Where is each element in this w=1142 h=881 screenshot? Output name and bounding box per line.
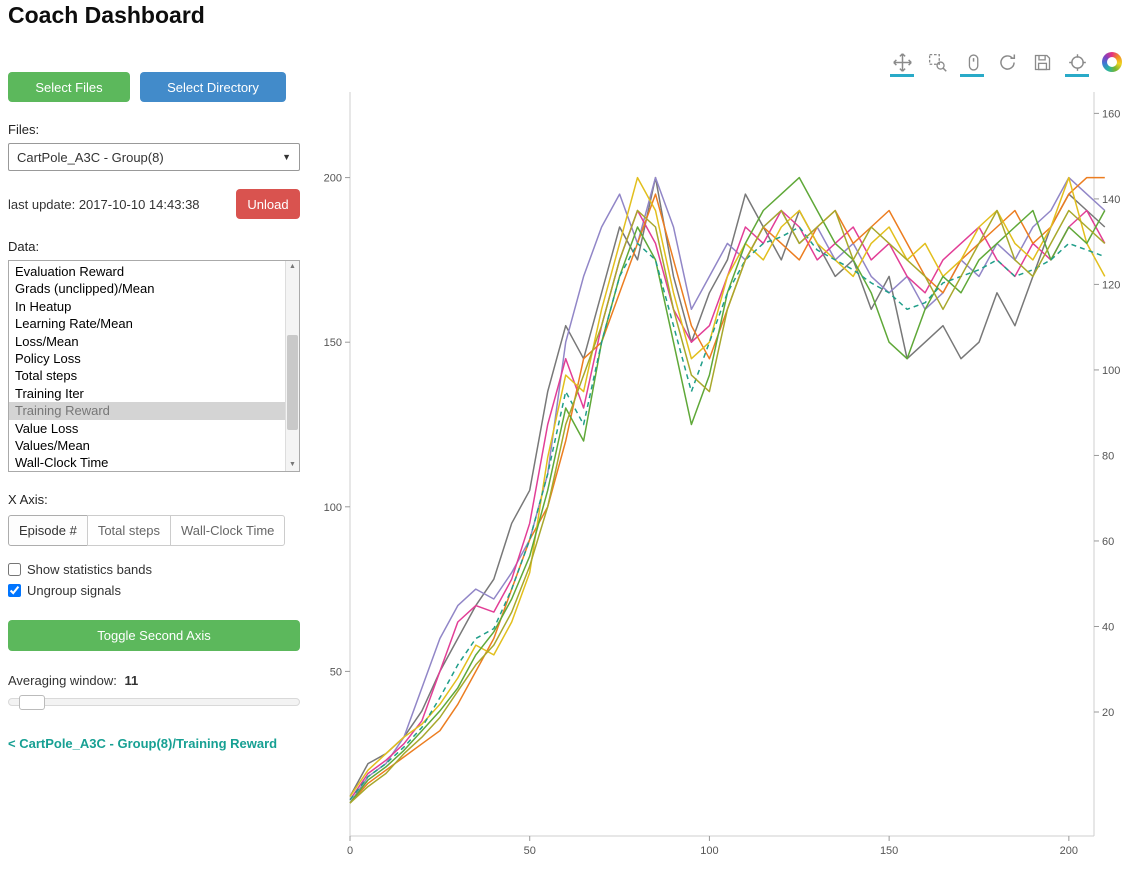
x-axis-label: X Axis: — [8, 492, 48, 507]
hover-tool[interactable] — [1065, 52, 1089, 77]
averaging-window-slider[interactable] — [8, 695, 300, 710]
svg-text:20: 20 — [1102, 707, 1114, 719]
last-update-text: last update: 2017-10-10 14:43:38 — [8, 196, 200, 212]
active-tool-underline — [960, 74, 984, 77]
svg-text:80: 80 — [1102, 450, 1114, 462]
data-list-item[interactable]: Wall-Clock Time — [15, 455, 109, 471]
wheel-zoom-tool[interactable] — [960, 52, 984, 77]
stats-bands-label: Show statistics bands — [27, 562, 153, 577]
data-list[interactable]: Evaluation Reward Grads (unclipped)/Mean I… — [8, 260, 300, 472]
series-green-line — [349, 176, 1106, 804]
active-tool-underline — [890, 74, 914, 77]
data-list-item[interactable]: Values/Mean — [15, 438, 90, 454]
scrollbar-thumb[interactable] — [287, 335, 298, 430]
series-orange-line — [349, 176, 1105, 804]
toggle-second-axis-button[interactable]: Toggle Second Axis — [8, 620, 300, 651]
ungroup-signals-checkbox-row[interactable]: Ungroup signals — [8, 583, 300, 598]
svg-text:100: 100 — [1102, 365, 1120, 377]
dropdown-caret-icon: ▼ — [282, 152, 291, 162]
last-update-row: last update: 2017-10-10 14:43:38 Unload — [8, 189, 300, 219]
plot-svg[interactable]: 0 50 100 150 200 50 100 150 200 20 40 60 80 100 120 140… — [318, 84, 1140, 864]
averaging-window-row: Averaging window: 11 — [8, 673, 300, 688]
svg-text:150: 150 — [324, 337, 342, 349]
svg-text:40: 40 — [1102, 621, 1114, 633]
save-tool[interactable] — [1030, 52, 1054, 77]
unload-button[interactable]: Unload — [236, 189, 300, 219]
svg-text:50: 50 — [524, 845, 536, 857]
scrollbar-track[interactable] — [286, 273, 299, 459]
data-list-item[interactable]: Training Iter — [15, 385, 84, 401]
stats-bands-checkbox[interactable] — [8, 563, 21, 576]
series-yellow-line — [349, 176, 1106, 797]
files-dropdown[interactable]: CartPole_A3C - Group(8) ▼ — [8, 143, 300, 171]
select-files-button[interactable]: Select Files — [8, 72, 130, 102]
data-list-item[interactable]: Value Loss — [15, 420, 79, 436]
data-label: Data: — [8, 239, 40, 254]
plot-area: 0 50 100 150 200 50 100 150 200 20 40 60 80 100 120 140… — [318, 52, 1140, 864]
file-buttons-row: Select Files Select Directory — [8, 72, 300, 102]
bokeh-logo-icon — [1102, 52, 1122, 72]
x-axis-button-group: Episode # Total steps Wall-Clock Time — [8, 515, 300, 546]
svg-text:140: 140 — [1102, 194, 1120, 206]
data-list-item[interactable]: Loss/Mean — [15, 333, 79, 349]
svg-text:150: 150 — [880, 845, 898, 857]
ungroup-signals-checkbox[interactable] — [8, 584, 21, 597]
svg-text:160: 160 — [1102, 108, 1120, 120]
scroll-down-icon[interactable]: ▼ — [289, 461, 296, 468]
averaging-window-value: 11 — [124, 673, 139, 688]
svg-text:120: 120 — [1102, 279, 1120, 291]
series-magenta-line — [349, 209, 1106, 801]
sidebar: Select Files Select Directory Files: Car… — [8, 72, 300, 751]
files-label: Files: — [8, 122, 40, 137]
series-purple-line — [349, 176, 1106, 804]
data-list-item[interactable]: In Heatup — [15, 298, 72, 314]
box-zoom-tool[interactable] — [925, 52, 949, 77]
svg-text:100: 100 — [700, 845, 718, 857]
svg-text:100: 100 — [324, 502, 342, 514]
averaging-window-label: Averaging window: — [8, 673, 117, 688]
series-teal-dashed-line — [349, 226, 1106, 801]
stats-bands-checkbox-row[interactable]: Show statistics bands — [8, 562, 300, 577]
svg-text:200: 200 — [1060, 845, 1078, 857]
page-title: Coach Dashboard — [8, 2, 205, 28]
svg-text:0: 0 — [347, 845, 353, 857]
plot-toolbar — [318, 52, 1140, 84]
x-axis-option[interactable]: Wall-Clock Time — [169, 515, 286, 546]
pan-tool[interactable] — [890, 52, 914, 77]
data-list-item[interactable]: Grads (unclipped)/Mean — [15, 281, 155, 297]
x-axis-option[interactable]: Episode # — [8, 515, 88, 546]
series-olive-line — [349, 209, 1106, 804]
data-list-item[interactable]: Training Reward — [9, 402, 285, 420]
data-list-item[interactable]: Learning Rate/Mean — [15, 316, 133, 332]
series-gray-line — [349, 176, 1106, 797]
slider-handle[interactable] — [19, 695, 45, 710]
data-list-items: Evaluation Reward Grads (unclipped)/Mean I… — [9, 261, 285, 471]
x-axis-option[interactable]: Total steps — [86, 515, 171, 546]
scroll-up-icon[interactable]: ▲ — [289, 263, 296, 270]
data-list-item[interactable]: Policy Loss — [15, 351, 81, 367]
active-tool-underline — [1065, 74, 1089, 77]
bokeh-logo[interactable] — [1100, 52, 1124, 76]
svg-text:50: 50 — [330, 666, 342, 678]
select-directory-button[interactable]: Select Directory — [140, 72, 286, 102]
files-dropdown-value: CartPole_A3C - Group(8) — [17, 149, 164, 165]
breadcrumb-link[interactable]: < CartPole_A3C - Group(8)/Training Rewar… — [8, 736, 278, 751]
svg-text:200: 200 — [324, 173, 342, 185]
svg-text:60: 60 — [1102, 536, 1114, 548]
data-list-scrollbar[interactable]: ▲ ▼ — [285, 261, 299, 471]
data-list-item[interactable]: Total steps — [15, 368, 78, 384]
reset-tool[interactable] — [995, 52, 1019, 77]
data-list-item[interactable]: Evaluation Reward — [15, 264, 125, 279]
ungroup-signals-label: Ungroup signals — [27, 583, 121, 598]
